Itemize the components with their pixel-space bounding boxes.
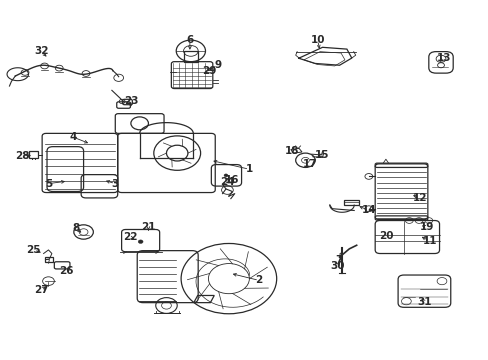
Text: 1: 1	[245, 164, 252, 174]
Text: 8: 8	[73, 224, 80, 233]
Text: 7: 7	[334, 255, 342, 265]
Text: 13: 13	[436, 53, 451, 63]
Text: 29: 29	[202, 66, 216, 76]
Text: 10: 10	[310, 35, 324, 45]
Text: 27: 27	[34, 285, 48, 295]
Text: 19: 19	[419, 222, 434, 232]
Text: 3: 3	[111, 179, 119, 189]
Bar	[344, 200, 358, 205]
Text: 18: 18	[285, 146, 299, 156]
Text: 2: 2	[255, 275, 262, 285]
Text: 6: 6	[186, 35, 193, 45]
Text: 25: 25	[26, 245, 41, 255]
Text: 4: 4	[69, 132, 77, 142]
Text: 30: 30	[329, 261, 344, 271]
Bar	[44, 257, 53, 262]
Bar	[183, 51, 198, 62]
Circle shape	[138, 240, 143, 243]
Bar	[29, 150, 38, 158]
Text: 32: 32	[34, 46, 48, 56]
Text: 9: 9	[214, 60, 221, 70]
Text: 22: 22	[122, 232, 137, 242]
Text: 11: 11	[422, 236, 436, 246]
Text: 16: 16	[224, 175, 239, 185]
Text: 23: 23	[124, 96, 138, 106]
Text: 21: 21	[141, 222, 155, 232]
Text: 5: 5	[45, 179, 52, 189]
Circle shape	[224, 174, 227, 177]
Text: 20: 20	[378, 231, 392, 240]
Text: 31: 31	[417, 297, 431, 307]
Text: 24: 24	[220, 177, 234, 187]
Text: 17: 17	[303, 159, 317, 169]
Text: 28: 28	[15, 150, 30, 161]
Text: 14: 14	[361, 206, 375, 216]
Text: 15: 15	[315, 150, 329, 160]
Text: 12: 12	[412, 193, 427, 203]
Text: 26: 26	[59, 266, 74, 276]
